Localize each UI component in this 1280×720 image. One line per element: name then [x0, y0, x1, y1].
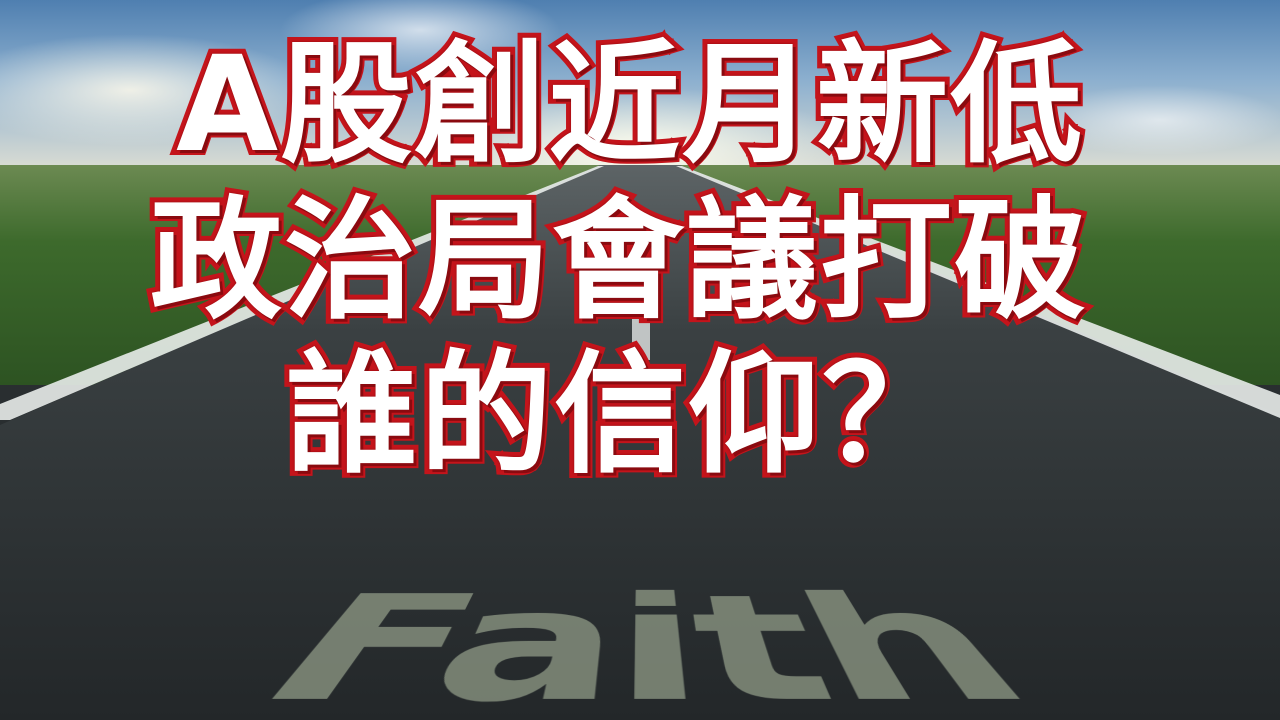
sky-background: [0, 0, 1280, 180]
headline-line-2: 政治局會議打破: [145, 181, 1091, 341]
road-center-dash: [632, 300, 650, 360]
headline-line-1: A股創近月新低: [171, 25, 1087, 185]
headline-line-3: 誰的信仰？: [281, 335, 959, 495]
